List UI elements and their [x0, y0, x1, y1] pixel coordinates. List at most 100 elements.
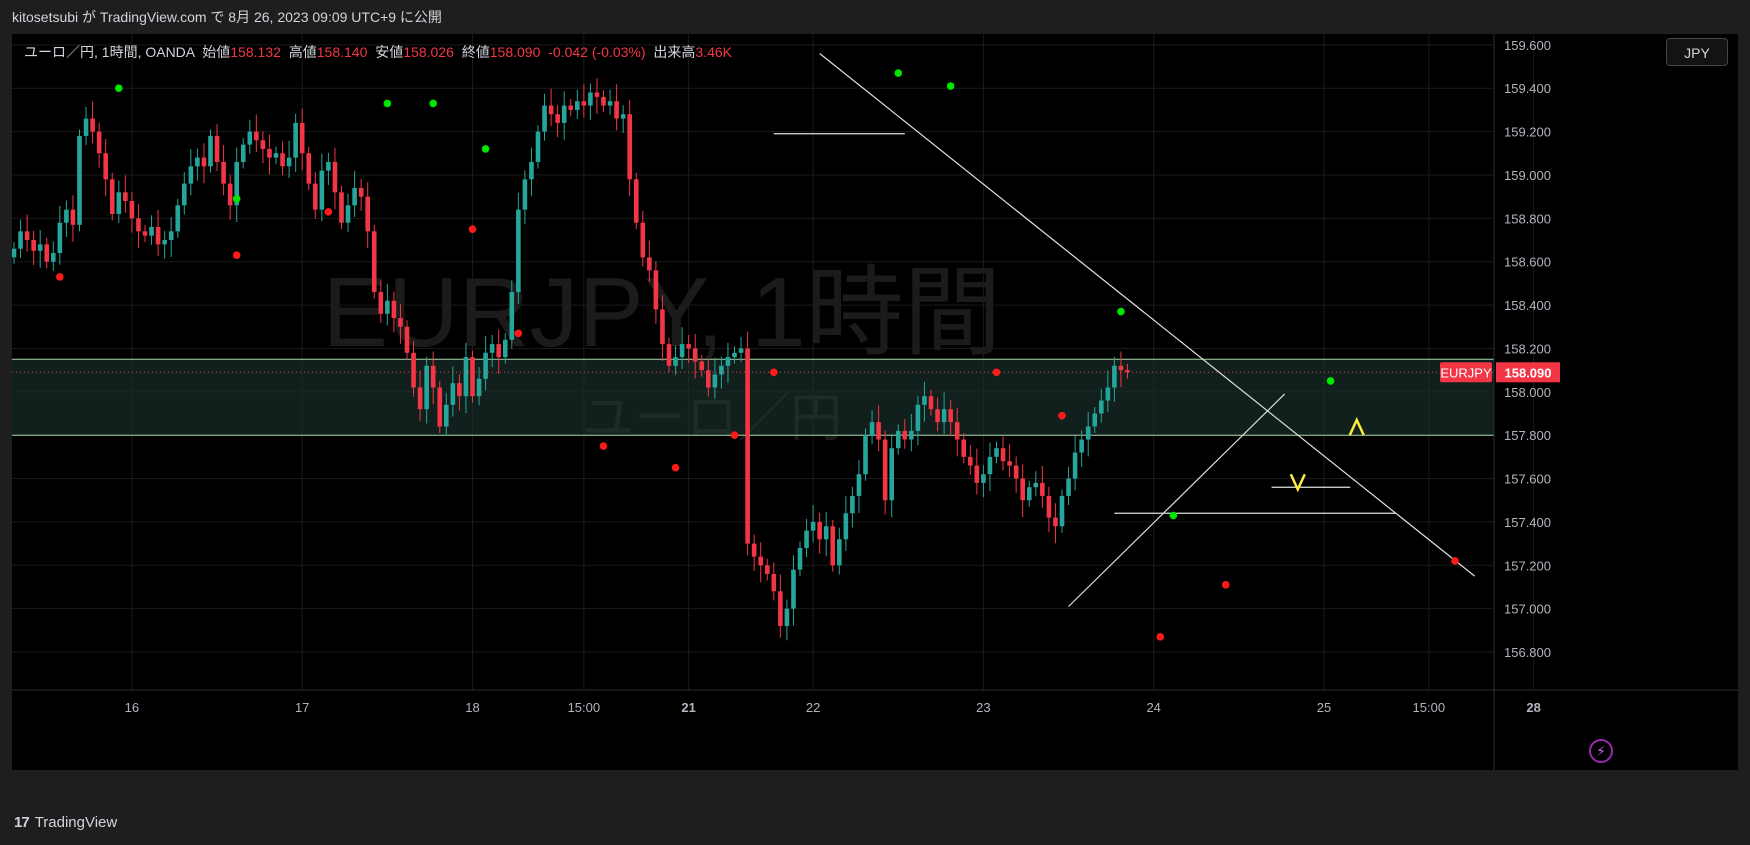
candle-body — [273, 153, 279, 158]
price-tick-label: 158.600 — [1504, 255, 1551, 270]
price-tick-label: 157.600 — [1504, 472, 1551, 487]
swing-low-marker — [599, 442, 608, 450]
candle-body — [227, 183, 233, 206]
candle-body — [522, 179, 528, 210]
candle-body — [1099, 400, 1104, 414]
candle-body — [332, 161, 338, 193]
candle-body — [1118, 365, 1124, 371]
candle-body — [260, 140, 266, 149]
candle-body — [339, 192, 344, 223]
candle-body — [712, 374, 718, 388]
swing-high-marker — [1169, 511, 1178, 520]
candle-body — [430, 365, 436, 388]
candle-body — [568, 105, 574, 110]
candle-body — [358, 187, 364, 197]
candle-body — [1013, 465, 1019, 479]
chart-pane[interactable]: EURJPY, 1時間ユーロ／円159.600159.400159.200159… — [11, 34, 1738, 770]
candle-body — [666, 344, 672, 366]
price-tick-label: 157.800 — [1504, 428, 1551, 443]
candle-body — [516, 209, 521, 293]
candle-body — [1066, 478, 1071, 496]
price-tick-label: 159.200 — [1504, 125, 1551, 140]
candle-body — [280, 153, 285, 167]
candle-body — [902, 430, 908, 440]
swing-high-marker — [383, 99, 392, 108]
candle-body — [483, 352, 488, 379]
candle-body — [745, 348, 750, 544]
swing-low-marker — [1221, 581, 1230, 589]
candle-body — [601, 96, 606, 106]
candle-body — [175, 205, 181, 232]
candle-body — [607, 101, 613, 106]
high-label: 高値 — [288, 44, 317, 60]
currency-button[interactable]: JPY — [1666, 38, 1728, 66]
swing-low-marker — [56, 273, 64, 281]
tradingview-brand[interactable]: 17 TradingView — [14, 814, 117, 831]
candle-body — [470, 357, 475, 397]
candle-body — [843, 513, 849, 540]
candle-body — [856, 474, 862, 496]
price-tick-label: 157.200 — [1504, 558, 1551, 573]
swing-low-marker — [1058, 411, 1066, 420]
candle-body — [928, 396, 934, 410]
close-label: 終値 — [461, 44, 490, 60]
publish-text: kitosetsubi が TradingView.com で 8月 26, 2… — [12, 9, 442, 25]
candle-body — [306, 153, 312, 184]
candle-body — [188, 166, 194, 184]
swing-high-marker — [429, 99, 438, 108]
time-tick-label: 21 — [681, 700, 695, 715]
candle-body — [719, 365, 724, 375]
tradingview-logo-icon: 17 — [14, 814, 30, 831]
candle-body — [922, 396, 927, 405]
candle-body — [352, 187, 357, 206]
candle-body — [627, 114, 632, 180]
candle-body — [778, 591, 783, 627]
candle-body — [195, 157, 200, 167]
candle-body — [817, 521, 822, 540]
candle-body — [201, 157, 207, 167]
candle-body — [797, 547, 803, 570]
swing-low-marker — [730, 431, 739, 439]
time-tick-label: 22 — [806, 700, 820, 715]
candle-body — [941, 409, 947, 423]
candle-body — [791, 569, 796, 609]
candle-body — [968, 456, 973, 466]
candle-body — [837, 539, 842, 566]
candle-body — [411, 352, 416, 388]
candle-body — [686, 344, 691, 349]
time-tick-label: 23 — [976, 700, 990, 715]
candle-body — [168, 231, 174, 241]
candle-body — [136, 218, 141, 232]
publish-header: kitosetsubi が TradingView.com で 8月 26, 2… — [0, 0, 1750, 34]
price-tick-label: 159.000 — [1504, 168, 1551, 183]
candle-body — [555, 114, 560, 123]
close-value: 158.090 — [489, 44, 541, 60]
candle-body — [823, 526, 829, 540]
candle-body — [463, 357, 469, 397]
candle-body — [810, 521, 816, 531]
candle-body — [103, 153, 108, 180]
swing-high-marker — [1117, 307, 1125, 316]
swing-low-marker — [1156, 633, 1165, 641]
chevron-down-icon — [1289, 473, 1306, 493]
lightning-icon[interactable]: ⚡ — [1589, 739, 1613, 763]
open-value: 158.132 — [230, 44, 281, 60]
candle-body — [542, 105, 547, 132]
candle-body — [1007, 461, 1012, 466]
candle-body — [123, 192, 128, 201]
price-tag — [1496, 362, 1560, 383]
candle-body — [948, 409, 953, 423]
candle-body — [1085, 426, 1091, 440]
candle-body — [876, 422, 881, 440]
candle-body — [437, 387, 443, 427]
legend-symbol[interactable]: ユーロ／円, 1時間, OANDA — [24, 44, 195, 60]
candle-body — [404, 326, 410, 353]
trend-line — [819, 53, 1476, 577]
candle-body — [758, 556, 763, 566]
candle-body — [882, 439, 888, 501]
candlestick-chart[interactable]: EURJPY, 1時間ユーロ／円159.600159.400159.200159… — [11, 34, 1738, 770]
candle-body — [1092, 413, 1098, 427]
candle-body — [732, 352, 737, 358]
time-tick-label: 25 — [1317, 700, 1331, 715]
candle-body — [909, 430, 914, 440]
